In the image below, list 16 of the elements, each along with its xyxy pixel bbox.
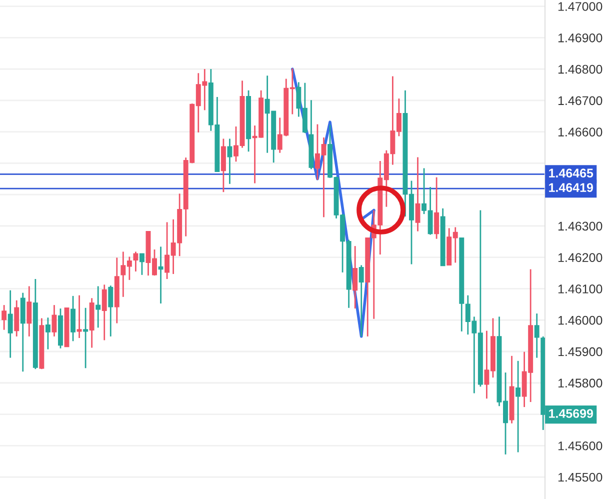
y-tick-label: 1.47000	[558, 2, 602, 11]
y-tick-label: 1.45500	[558, 472, 602, 482]
y-tick-label: 1.45900	[558, 347, 602, 356]
y-tick-label: 1.46200	[558, 253, 602, 262]
y-tick-label: 1.46800	[558, 64, 602, 74]
y-tick-label: 1.46900	[558, 33, 602, 42]
y-tick-label: 1.46300	[558, 222, 602, 231]
ref-line-label: 1.46465	[549, 168, 594, 178]
y-tick-label: 1.46700	[558, 96, 602, 106]
y-tick-label: 1.45600	[558, 441, 602, 450]
text: 1.45699	[549, 409, 593, 418]
y-tick-label: 1.46600	[558, 128, 602, 136]
y-tick-label: 1.45800	[558, 378, 602, 388]
y-tick-label: 1.46000	[558, 316, 602, 325]
ref-line-label: 1.46419	[549, 183, 593, 192]
y-tick-label: 1.46100	[558, 284, 602, 294]
